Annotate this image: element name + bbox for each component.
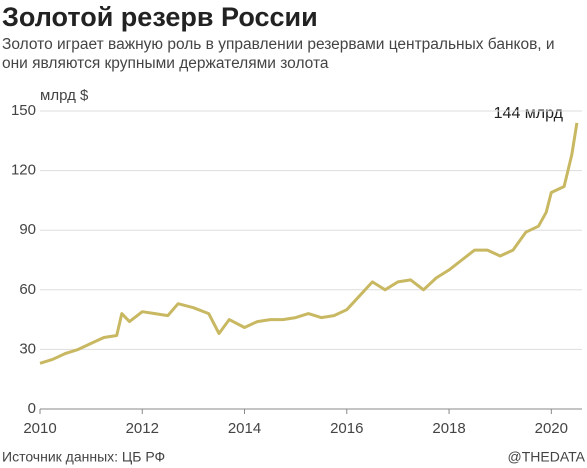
y-tick-label: 120: [11, 162, 36, 179]
x-tick-label: 2020: [535, 420, 568, 437]
x-tick-label: 2018: [432, 420, 465, 437]
chart-title: Золотой резерв России: [2, 2, 318, 32]
y-tick-label: 150: [11, 102, 36, 119]
x-tick-label: 2014: [228, 420, 261, 437]
x-tick-label: 2016: [330, 420, 363, 437]
y-tick-label: 0: [28, 400, 36, 417]
y-axis-label: млрд $: [40, 87, 89, 104]
x-tick-label: 2010: [23, 420, 56, 437]
x-tick-label: 2012: [126, 420, 159, 437]
y-tick-label: 90: [19, 221, 36, 238]
data-line: [39, 122, 579, 365]
source: Источник данных: ЦБ РФ: [2, 449, 165, 465]
y-tick-label: 60: [19, 281, 36, 298]
credit: @THEDATA: [508, 449, 586, 465]
subtitle-box: Золото играет важную роль в управлении р…: [2, 36, 555, 72]
chart-subtitle: Золото играет важную роль в управлении р…: [2, 36, 555, 72]
annotation: 144 млрд: [494, 105, 564, 122]
y-tick-label: 30: [19, 340, 36, 357]
